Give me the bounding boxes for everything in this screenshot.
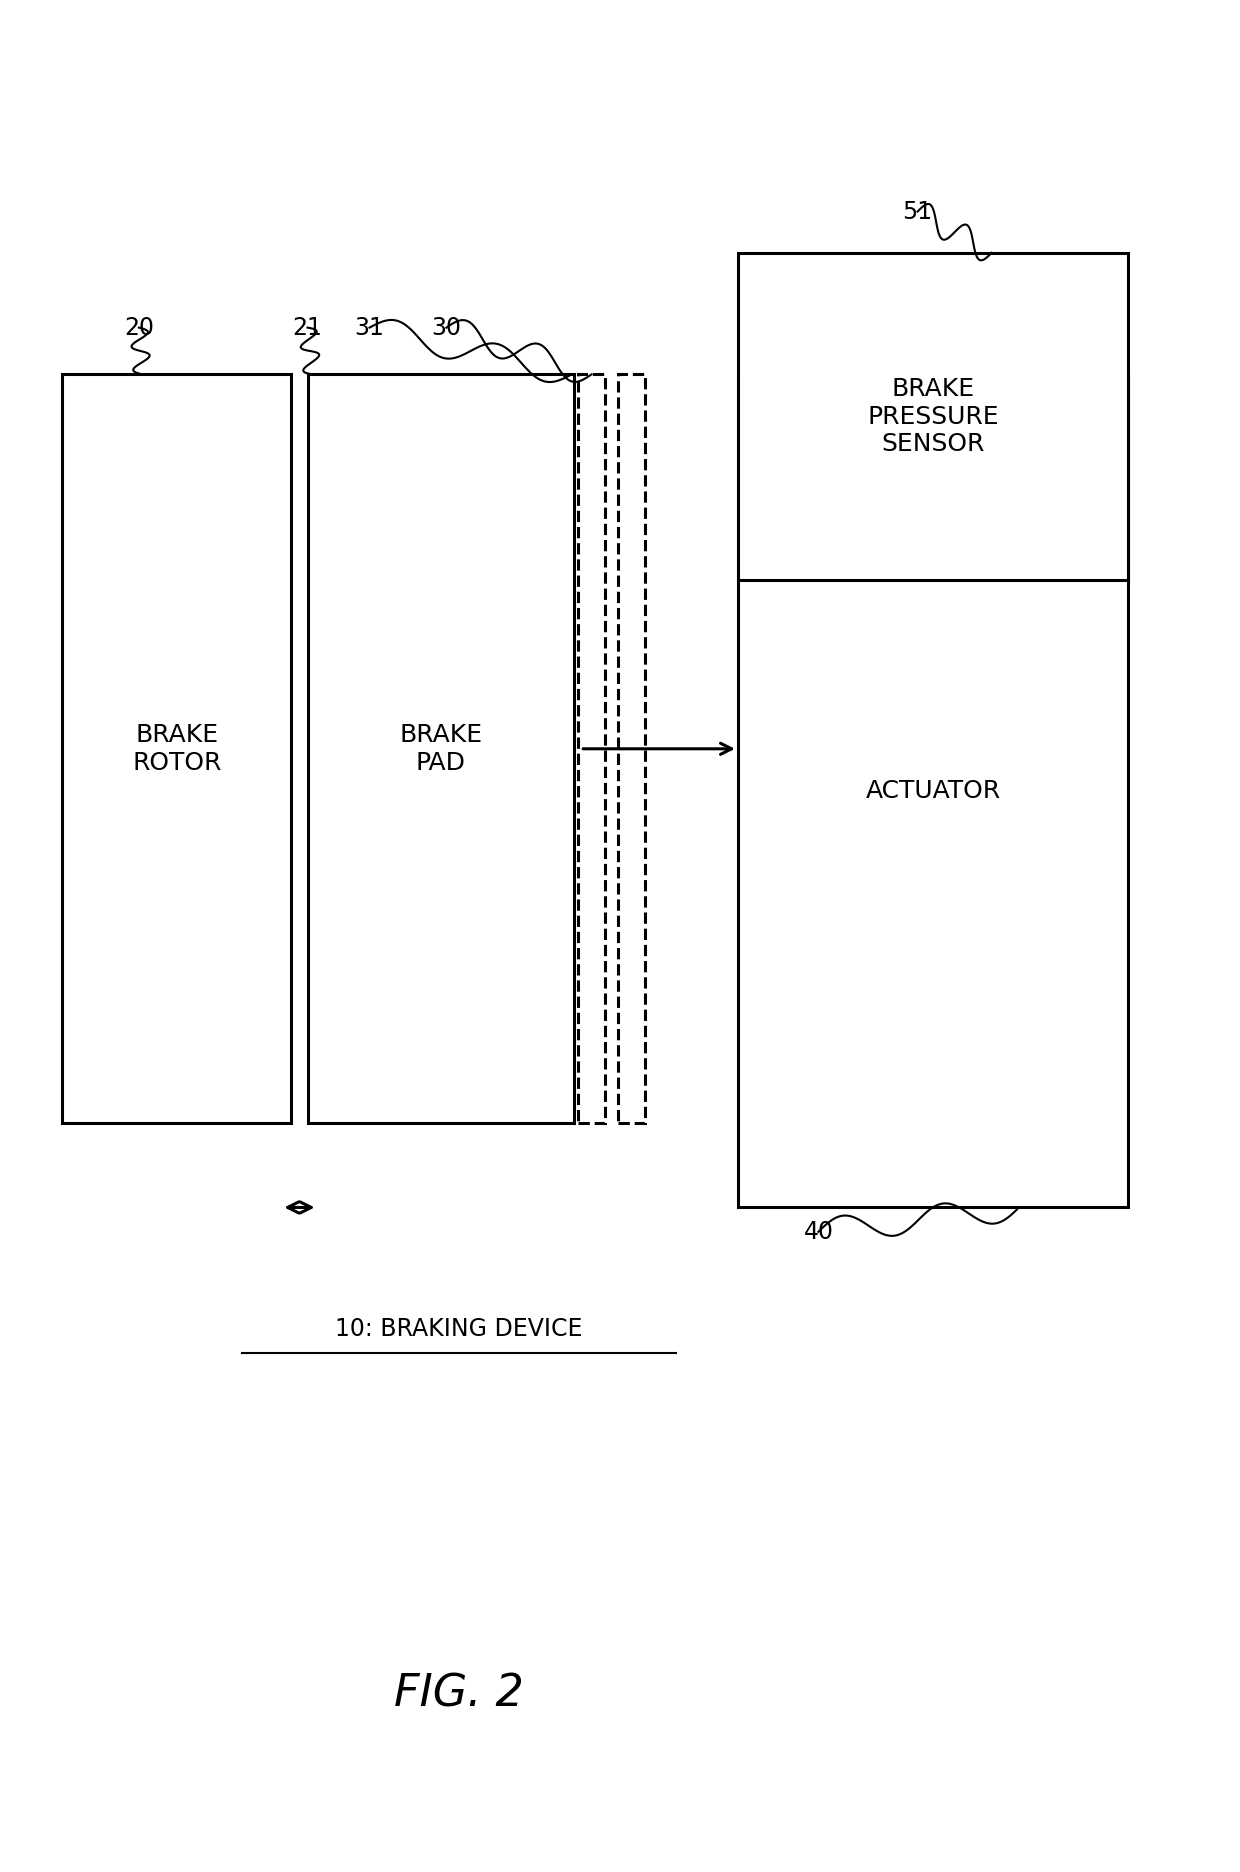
Text: 20: 20 xyxy=(124,316,154,339)
Text: ACTUATOR: ACTUATOR xyxy=(866,779,1001,803)
FancyBboxPatch shape xyxy=(62,374,291,1123)
Text: 10: BRAKING DEVICE: 10: BRAKING DEVICE xyxy=(335,1318,583,1340)
FancyBboxPatch shape xyxy=(738,253,1128,580)
FancyBboxPatch shape xyxy=(738,374,1128,1207)
Text: BRAKE
ROTOR: BRAKE ROTOR xyxy=(131,723,222,775)
Text: 51: 51 xyxy=(903,200,932,223)
FancyBboxPatch shape xyxy=(618,374,645,1123)
Text: 21: 21 xyxy=(293,316,322,339)
Text: BRAKE
PAD: BRAKE PAD xyxy=(399,723,482,775)
Text: FIG. 2: FIG. 2 xyxy=(394,1674,523,1715)
Text: 30: 30 xyxy=(432,316,461,339)
Text: 40: 40 xyxy=(804,1221,833,1243)
Text: 31: 31 xyxy=(355,316,384,339)
FancyBboxPatch shape xyxy=(578,374,605,1123)
Text: BRAKE
PRESSURE
SENSOR: BRAKE PRESSURE SENSOR xyxy=(867,376,999,457)
FancyBboxPatch shape xyxy=(308,374,574,1123)
